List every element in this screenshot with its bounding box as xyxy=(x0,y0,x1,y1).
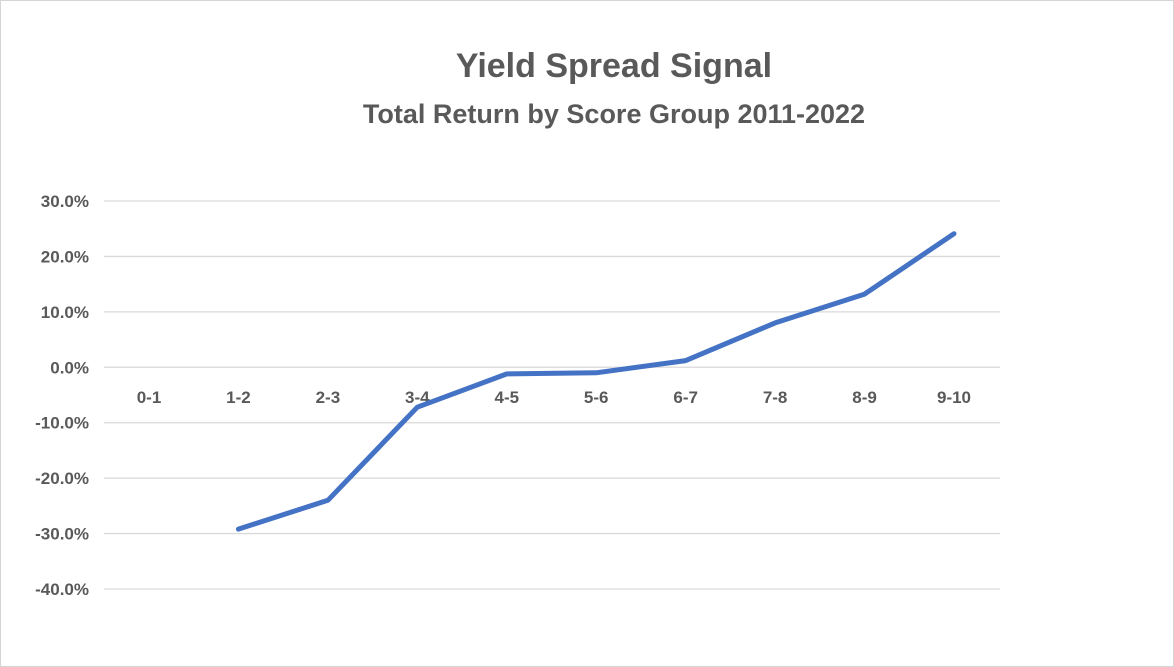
gridlines xyxy=(104,200,1000,590)
data-series xyxy=(235,231,957,532)
y-axis-tick-label: 30.0% xyxy=(41,192,89,211)
data-line-series xyxy=(235,231,957,532)
x-axis-tick-label: 2-3 xyxy=(316,388,341,407)
y-axis-tick-label: -10.0% xyxy=(35,414,89,433)
x-axis-tick-label: 0-1 xyxy=(137,388,162,407)
x-axis-tick-label: 6-7 xyxy=(673,388,698,407)
x-axis-tick-label: 5-6 xyxy=(584,388,609,407)
y-axis-tick-label: -30.0% xyxy=(35,525,89,544)
y-axis-tick-label: 0.0% xyxy=(50,358,89,377)
y-axis-tick-label: 10.0% xyxy=(41,303,89,322)
chart-subtitle: Total Return by Score Group 2011-2022 xyxy=(362,99,866,129)
x-axis-tick-label: 1-2 xyxy=(226,388,251,407)
x-axis-tick-label: 7-8 xyxy=(763,388,788,407)
y-axis-tick-label: 20.0% xyxy=(41,247,89,266)
x-axis-tick-label: 4-5 xyxy=(494,388,519,407)
x-axis-tick-labels: 0-1 1-2 2-3 3-4 4-5 5-6 6-7 7-8 8-9 9-10 xyxy=(137,388,971,407)
x-axis-tick-label: 8-9 xyxy=(852,388,877,407)
y-axis-tick-labels: 30.0% 20.0% 10.0% 0.0% -10.0% -20.0% -30.0% -40… xyxy=(35,192,89,599)
chart-title: Yield Spread Signal xyxy=(455,47,773,85)
y-axis-tick-label: -20.0% xyxy=(35,469,89,488)
x-axis-tick-label: 9-10 xyxy=(937,388,971,407)
y-axis-tick-label: -40.0% xyxy=(35,580,89,599)
